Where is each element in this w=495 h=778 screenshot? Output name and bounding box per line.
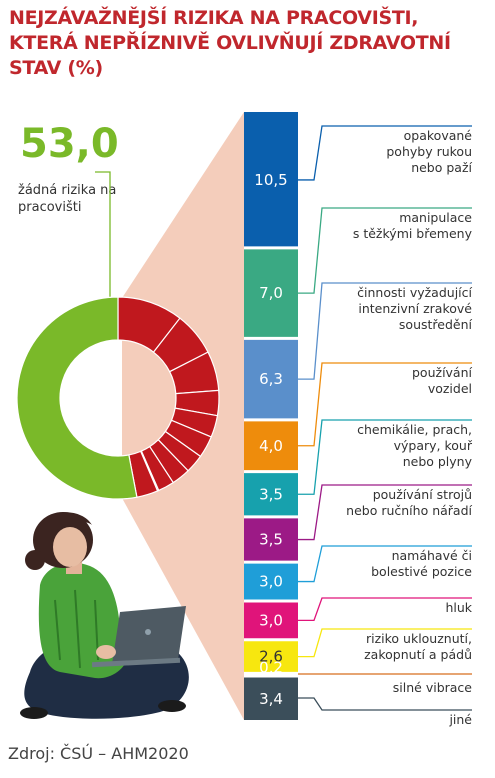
category-label: nebo plyny (403, 454, 473, 469)
stacked-bar: 10,5 7,0 6,3 4,0 3,5 3,5 3,0 3,0 2,60,2 3,4 (244, 112, 298, 720)
bar-segment (244, 112, 298, 248)
label-connector-line (298, 207, 472, 294)
category-label: nebo ručního nářadí (346, 503, 472, 518)
label-connector-line (298, 125, 472, 181)
bar-segment (244, 562, 298, 601)
no-risk-label: žádná rizika na pracovišti (18, 183, 117, 215)
label-connector-line (298, 362, 472, 447)
label-connector-line (298, 628, 472, 658)
bar-segment (244, 338, 298, 420)
bar-value-label: 3,5 (259, 485, 283, 503)
category-label: s těžkými břemeny (353, 226, 473, 241)
no-risk-leader-line (95, 171, 111, 300)
no-risk-value: 53,0 (20, 121, 119, 167)
category-label: používání (412, 365, 473, 380)
label-connector-line (298, 484, 472, 541)
bar-segment (244, 639, 298, 674)
category-label: používání strojů (373, 487, 472, 502)
category-label: intenzivní zrakové (358, 301, 472, 316)
bar-value-label: 3,5 (259, 531, 283, 549)
label-connector-line (298, 282, 472, 380)
bar-value-label: 10,5 (254, 171, 287, 189)
bar-value-label: 0,2 (259, 659, 283, 677)
category-label: silné vibrace (393, 680, 473, 695)
donut-chart (16, 296, 220, 500)
category-label: pohyby rukou (386, 144, 472, 159)
bar-segment (244, 676, 298, 720)
source-note: Zdroj: ČSÚ – AHM2020 (8, 744, 189, 763)
category-label: činnosti vyžadující (357, 285, 472, 300)
label-connectors (298, 125, 472, 711)
category-label: hluk (445, 600, 472, 615)
person-illustration (20, 512, 189, 719)
bar-value-label: 3,4 (259, 690, 283, 708)
bar-segment (244, 419, 298, 472)
label-connector-line (298, 545, 472, 583)
category-label: chemikálie, prach, (357, 422, 472, 437)
bar-value-label: 2,6 (259, 648, 283, 666)
category-label: bolestivé pozice (371, 564, 472, 579)
bar-segment (244, 471, 298, 517)
category-label: riziko uklouznutí, (366, 631, 472, 646)
bar-value-label: 7,0 (259, 284, 283, 302)
category-label: výpary, kouř (394, 438, 473, 453)
bar-value-label: 3,0 (259, 611, 283, 629)
category-label: jiné (448, 712, 472, 727)
bar-segment (244, 516, 298, 563)
label-connector-line (298, 419, 472, 495)
category-label: vozidel (428, 381, 472, 396)
label-connector-line (298, 597, 472, 622)
bar-segment (244, 247, 298, 339)
category-label: opakované (404, 128, 473, 143)
bar-value-label: 3,0 (259, 573, 283, 591)
label-connector-line (298, 697, 472, 711)
donut-no-risk-slice (16, 296, 138, 500)
category-label: nebo paží (411, 160, 472, 175)
category-label: namáhavé či (392, 548, 472, 563)
bar-value-label: 4,0 (259, 437, 283, 455)
category-label: soustředění (399, 317, 473, 332)
category-label: zakopnutí a pádů (364, 647, 472, 662)
bar-segment (244, 600, 298, 640)
category-label: manipulace (399, 210, 472, 225)
chart-title: NEJZÁVAŽNĚJŠÍ RIZIKA NA PRACOVIŠTI, KTER… (9, 7, 451, 79)
bar-value-label: 6,3 (259, 370, 283, 388)
